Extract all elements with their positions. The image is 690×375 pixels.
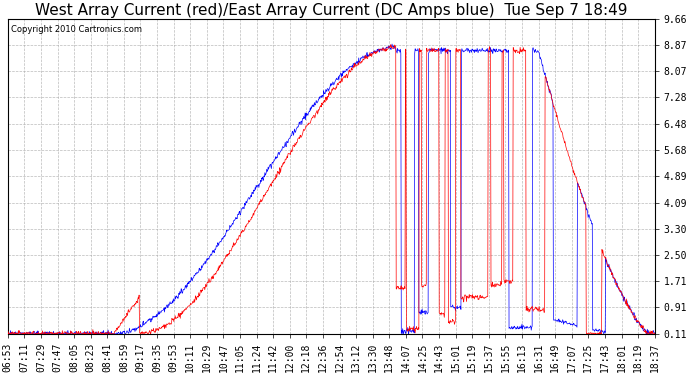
Text: Copyright 2010 Cartronics.com: Copyright 2010 Cartronics.com: [11, 25, 142, 34]
Title: West Array Current (red)/East Array Current (DC Amps blue)  Tue Sep 7 18:49: West Array Current (red)/East Array Curr…: [35, 3, 627, 18]
